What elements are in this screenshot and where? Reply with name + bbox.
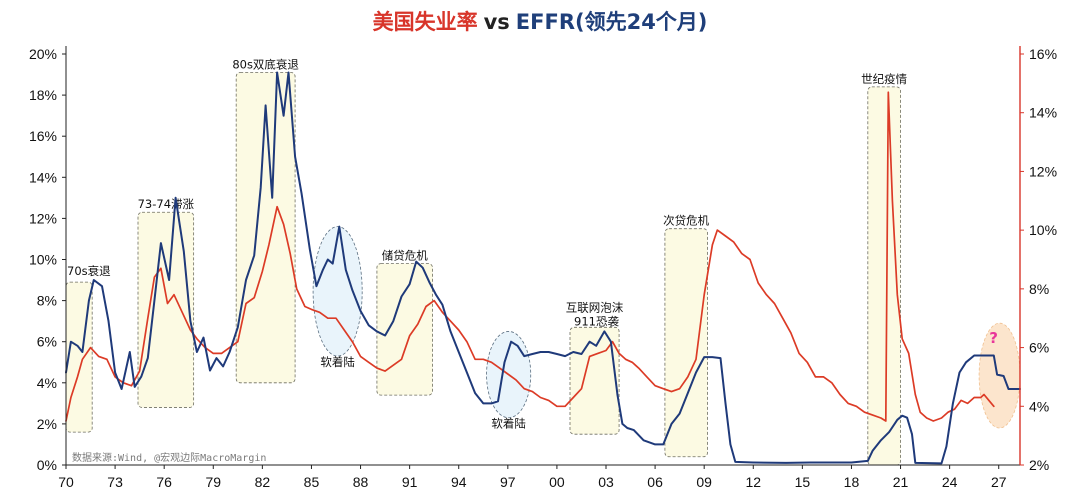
annotation-label-6-b: 911恐袭 [574,314,619,328]
y-right-tick-label: 8% [1029,281,1049,297]
x-tick-label: 76 [156,474,172,490]
x-tick-label: 85 [304,474,320,490]
annotation-label-7: 次贷危机 [663,214,709,228]
x-tick-label: 88 [353,474,369,490]
y-right-tick-label: 12% [1029,163,1057,179]
annotation-label-3: 软着陆 [320,355,355,369]
x-tick-label: 03 [598,474,614,490]
title-unemployment: 美国失业率 [372,10,478,34]
annotation-region-1 [137,211,195,408]
x-tick-label: 24 [942,474,958,490]
annotation-region-4 [376,263,433,396]
y-right-tick-label: 4% [1029,398,1049,414]
unemployment-series-line [65,91,995,422]
x-tick-label: 06 [647,474,663,490]
y-right-tick-label: 2% [1029,457,1049,473]
title-vs: vs [483,10,510,34]
y-left-tick-label: 8% [37,293,57,309]
title-effr: EFFR(领先24个月) [515,10,708,34]
x-tick-label: 79 [205,474,221,490]
x-tick-label: 21 [893,474,909,490]
effr-series-line [65,71,1021,465]
x-tick-label: 00 [549,474,565,490]
y-left-tick-label: 20% [29,46,57,62]
annotation-label-0: 70s衰退 [67,264,111,278]
y-left-tick-label: 14% [29,169,57,185]
y-left-tick-label: 6% [37,334,57,350]
y-left-tick-label: 10% [29,252,57,268]
x-tick-label: 97 [500,474,516,490]
x-tick-label: 15 [795,474,811,490]
y-left-tick-label: 16% [29,128,57,144]
source-note: 数据来源:Wind, @宏观边际MacroMargin [72,451,266,464]
annotation-label-2: 80s双底衰退 [232,57,299,71]
x-tick-label: 70 [58,474,74,490]
annotation-label-6: 互联网泡沫 [566,300,624,314]
y-left-tick-label: 0% [37,457,57,473]
annotation-label-4: 储贷危机 [382,249,428,263]
x-tick-label: 27 [991,474,1007,490]
annotation-region-3 [312,226,363,357]
y-left-tick-label: 18% [29,87,57,103]
y-right-tick-label: 6% [1029,340,1049,356]
y-left-tick-label: 12% [29,210,57,226]
series-layer [65,71,1021,465]
x-tick-label: 91 [402,474,418,490]
x-tick-label: 12 [745,474,761,490]
x-tick-label: 09 [696,474,712,490]
y-right-tick-label: 14% [1029,105,1057,121]
annotation-label-9: ? [989,329,998,347]
y-right-tick-label: 10% [1029,222,1057,238]
y-right-tick-label: 16% [1029,46,1057,62]
x-tick-label: 94 [451,474,467,490]
y-left-tick-label: 4% [37,375,57,391]
y-left-tick-label: 2% [37,416,57,432]
annotation-region-7 [664,228,708,458]
x-tick-label: 18 [844,474,860,490]
x-tick-label: 82 [255,474,271,490]
chart-title: 美国失业率 vs EFFR(领先24个月) [0,6,1080,36]
annotation-label-8: 世纪疫情 [861,72,907,86]
annotation-label-5: 软着陆 [491,417,526,431]
axes-layer: 70 73 76 79 82 85 88 91 94 97 00 03 06 09 12 15 18 21 24 27… [29,46,1057,490]
annotation-label-1: 73-74滞涨 [138,197,195,211]
annotation-region-2 [235,72,296,384]
x-tick-label: 73 [107,474,123,490]
